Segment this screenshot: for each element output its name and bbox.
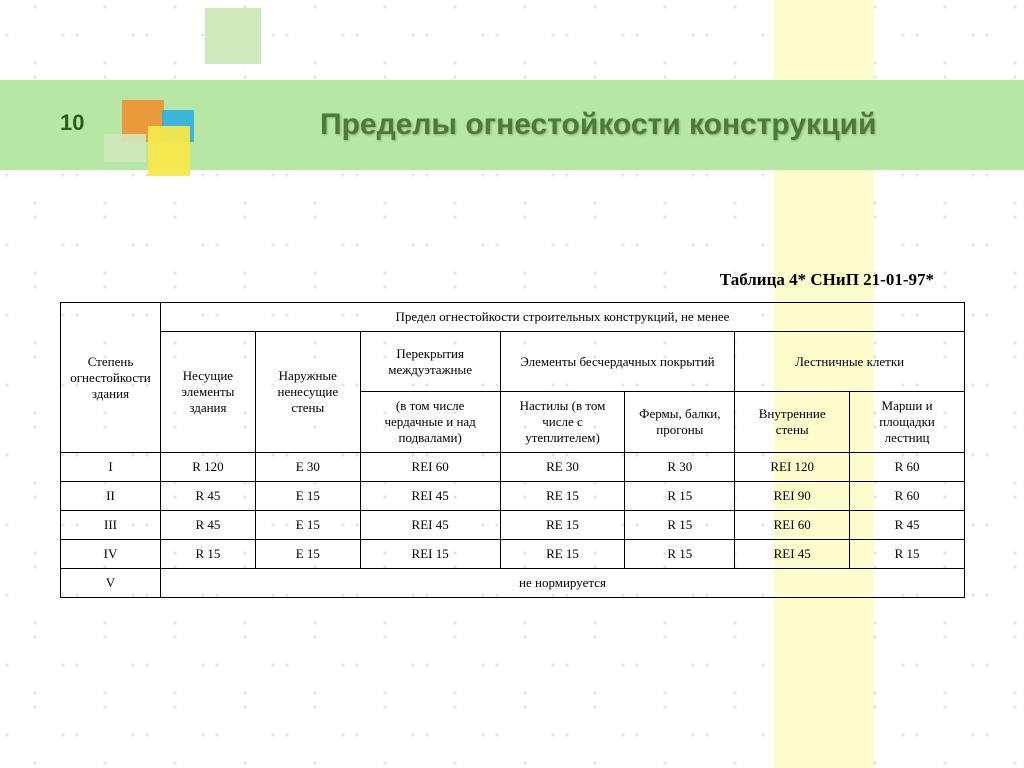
slide-title: Пределы огнестойкости конструкций bbox=[320, 108, 876, 142]
cell-inner-walls: REI 45 bbox=[735, 540, 850, 569]
cell-degree: V bbox=[61, 569, 161, 598]
cell-trusses: R 15 bbox=[625, 540, 735, 569]
th-top-span: Предел огнестойкости строительных констр… bbox=[160, 303, 964, 332]
cell-floors: REI 45 bbox=[360, 511, 500, 540]
th-decking: Настилы (в том числе с утеплителем) bbox=[500, 392, 625, 453]
cell-floors: REI 45 bbox=[360, 482, 500, 511]
header-row-1: Степень огнестойкости здания Предел огне… bbox=[61, 303, 965, 332]
table-row: IV R 15 E 15 REI 15 RE 15 R 15 REI 45 R … bbox=[61, 540, 965, 569]
th-trusses: Фермы, балки, прогоны bbox=[625, 392, 735, 453]
cell-flights: R 60 bbox=[850, 482, 965, 511]
cell-bearing: R 45 bbox=[160, 511, 255, 540]
cell-flights: R 45 bbox=[850, 511, 965, 540]
table-row: II R 45 E 15 REI 45 RE 15 R 15 REI 90 R … bbox=[61, 482, 965, 511]
table-row: III R 45 E 15 REI 45 RE 15 R 15 REI 60 R… bbox=[61, 511, 965, 540]
deco-square-yellow bbox=[148, 126, 190, 176]
deco-square-green bbox=[104, 134, 146, 162]
cell-bearing: R 15 bbox=[160, 540, 255, 569]
cell-degree: III bbox=[61, 511, 161, 540]
cell-decking: RE 15 bbox=[500, 482, 625, 511]
cell-bearing: R 120 bbox=[160, 453, 255, 482]
cell-trusses: R 30 bbox=[625, 453, 735, 482]
cell-external: E 15 bbox=[255, 511, 360, 540]
cell-degree: II bbox=[61, 482, 161, 511]
cell-note: не нормируется bbox=[160, 569, 964, 598]
deco-box-top bbox=[205, 8, 261, 64]
cell-external: E 30 bbox=[255, 453, 360, 482]
table-caption: Таблица 4* СНиП 21-01-97* bbox=[720, 270, 934, 290]
th-external: Наружные ненесущие стены bbox=[255, 332, 360, 453]
cell-inner-walls: REI 120 bbox=[735, 453, 850, 482]
table-row: I R 120 E 30 REI 60 RE 30 R 30 REI 120 R… bbox=[61, 453, 965, 482]
th-degree: Степень огнестойкости здания bbox=[61, 303, 161, 453]
cell-external: E 15 bbox=[255, 540, 360, 569]
cell-bearing: R 45 bbox=[160, 482, 255, 511]
th-bearing: Несущие элементы здания bbox=[160, 332, 255, 453]
cell-flights: R 15 bbox=[850, 540, 965, 569]
th-stairs: Лестничные клетки bbox=[735, 332, 965, 392]
cell-external: E 15 bbox=[255, 482, 360, 511]
cell-trusses: R 15 bbox=[625, 511, 735, 540]
cell-inner-walls: REI 90 bbox=[735, 482, 850, 511]
th-flights: Марши и площадки лестниц bbox=[850, 392, 965, 453]
cell-decking: RE 30 bbox=[500, 453, 625, 482]
th-floors-sub: (в том числе чердачные и над подвалами) bbox=[360, 392, 500, 453]
cell-decking: RE 15 bbox=[500, 540, 625, 569]
th-atticless: Элементы бесчердачных покрытий bbox=[500, 332, 735, 392]
slide-number: 10 bbox=[60, 110, 84, 136]
cell-degree: IV bbox=[61, 540, 161, 569]
header-row-2: Несущие элементы здания Наружные ненесущ… bbox=[61, 332, 965, 392]
cell-inner-walls: REI 60 bbox=[735, 511, 850, 540]
cell-trusses: R 15 bbox=[625, 482, 735, 511]
th-floors-main: Перекрытия междуэтажные bbox=[360, 332, 500, 392]
cell-floors: REI 15 bbox=[360, 540, 500, 569]
fire-resistance-table: Степень огнестойкости здания Предел огне… bbox=[60, 302, 965, 598]
table-row-last: V не нормируется bbox=[61, 569, 965, 598]
th-inner-walls: Внутренние стены bbox=[735, 392, 850, 453]
cell-degree: I bbox=[61, 453, 161, 482]
cell-floors: REI 60 bbox=[360, 453, 500, 482]
cell-decking: RE 15 bbox=[500, 511, 625, 540]
cell-flights: R 60 bbox=[850, 453, 965, 482]
